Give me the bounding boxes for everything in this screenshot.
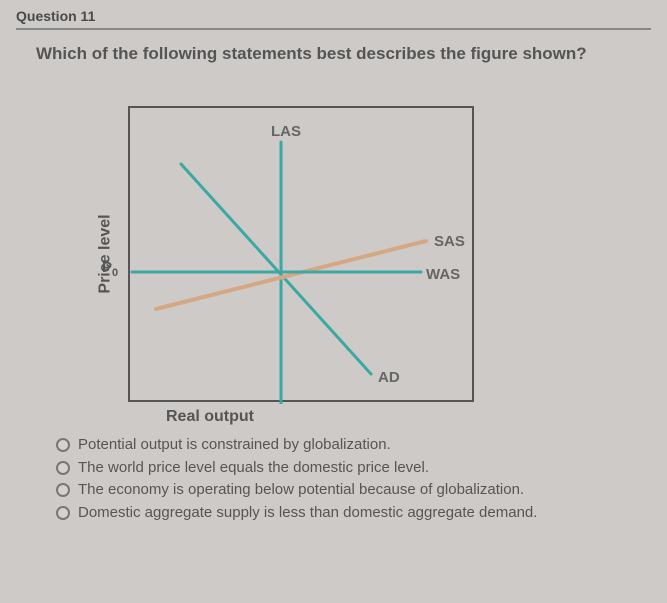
radio-icon[interactable] [56, 461, 70, 475]
option-row[interactable]: The economy is operating below potential… [56, 479, 651, 502]
y-tick-p0: P0 [102, 259, 118, 279]
question-prompt: Which of the following statements best d… [36, 44, 651, 64]
svg-text:SAS: SAS [434, 233, 465, 250]
divider [16, 28, 651, 30]
option-label: The world price level equals the domesti… [78, 457, 429, 480]
radio-icon[interactable] [56, 438, 70, 452]
option-row[interactable]: The world price level equals the domesti… [56, 457, 651, 480]
economics-chart: Price level P0 LASADSASWAS [126, 104, 476, 404]
svg-text:WAS: WAS [426, 266, 460, 283]
option-label: Domestic aggregate supply is less than d… [78, 502, 537, 525]
x-axis-label: Real output [166, 408, 651, 426]
question-number: Question 11 [16, 8, 651, 24]
radio-icon[interactable] [56, 483, 70, 497]
option-label: Potential output is constrained by globa… [78, 434, 391, 457]
options-list: Potential output is constrained by globa… [56, 434, 651, 524]
option-row[interactable]: Domestic aggregate supply is less than d… [56, 502, 651, 525]
svg-text:AD: AD [378, 369, 400, 386]
chart-svg: LAS AD SAS WAS [126, 104, 476, 404]
option-label: The economy is operating below potential… [78, 479, 524, 502]
option-row[interactable]: Potential output is constrained by globa… [56, 434, 651, 457]
svg-text:LAS: LAS [271, 123, 301, 140]
y-axis-label: Price level [97, 214, 115, 293]
radio-icon[interactable] [56, 506, 70, 520]
